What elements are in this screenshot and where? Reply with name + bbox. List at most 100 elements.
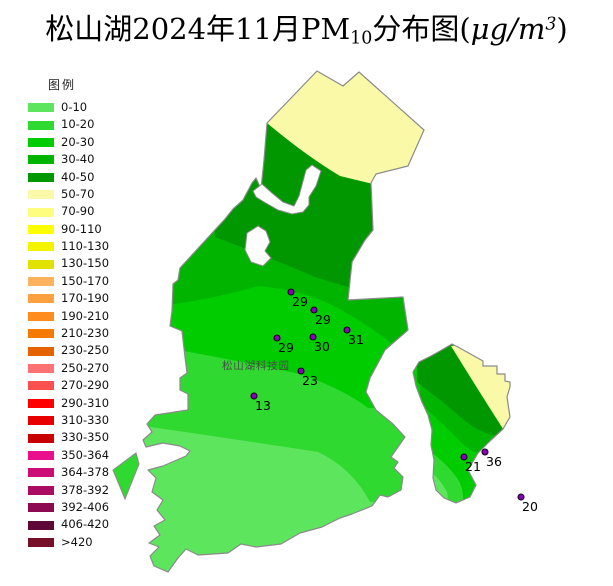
- legend-item: 50-70: [28, 186, 109, 203]
- station-value-label: 29: [292, 294, 308, 309]
- legend-item: 30-40: [28, 151, 109, 168]
- east-lobe-bands: [413, 344, 510, 503]
- legend-label: 40-50: [61, 169, 95, 184]
- station-dot: [309, 333, 317, 341]
- legend-label: 110-130: [61, 239, 110, 254]
- legend-item: 0-10: [28, 99, 109, 116]
- legend-label: 230-250: [61, 343, 110, 358]
- legend-swatch: [28, 485, 54, 495]
- legend-label: 150-170: [61, 273, 110, 288]
- legend-swatch: [28, 503, 54, 513]
- legend-item: 290-310: [28, 395, 109, 412]
- legend-label: 270-290: [61, 378, 110, 393]
- legend-item: 70-90: [28, 203, 109, 220]
- station-dot: [460, 453, 468, 461]
- legend-label: >420: [61, 534, 93, 549]
- legend-label: 310-330: [61, 412, 110, 427]
- legend-item: 150-170: [28, 273, 109, 290]
- legend-swatch: [28, 120, 54, 130]
- title-unit-exponent: 3: [545, 14, 557, 35]
- legend-item: 310-330: [28, 412, 109, 429]
- station-dot: [517, 493, 525, 501]
- legend-label: 330-350: [61, 430, 110, 445]
- legend-item: 350-364: [28, 447, 109, 464]
- legend-label: 130-150: [61, 256, 110, 271]
- legend-swatch: [28, 520, 54, 530]
- legend-item: 250-270: [28, 360, 109, 377]
- station-value-label: 20: [522, 499, 538, 514]
- legend-label: 190-210: [61, 308, 110, 323]
- page-title: 松山湖2024年11月PM10分布图(μg/m3): [0, 6, 613, 48]
- legend-swatch: [28, 155, 54, 165]
- legend-item: 190-210: [28, 308, 109, 325]
- legend-swatch: [28, 381, 54, 391]
- legend-swatch: [28, 451, 54, 460]
- station-dot: [287, 288, 295, 296]
- legend-swatch: [28, 137, 54, 147]
- legend-item: 40-50: [28, 169, 109, 186]
- legend-swatch: [28, 433, 54, 443]
- legend-label: 20-30: [61, 134, 95, 149]
- legend-list: 0-10 10-20 20-30 30-40 40-50 50-70 70-90 90-110…: [28, 99, 109, 551]
- station-dot: [297, 367, 305, 375]
- legend-label: 50-70: [61, 186, 95, 201]
- legend-swatch: [28, 207, 54, 217]
- legend-title: 图例: [48, 78, 77, 92]
- legend-item: >420: [28, 534, 109, 551]
- legend-item: 230-250: [28, 342, 109, 359]
- legend-swatch: [28, 398, 54, 408]
- legend-item: 330-350: [28, 429, 109, 446]
- legend-item: 392-406: [28, 499, 109, 516]
- station-value-label: 21: [465, 459, 481, 474]
- legend-label: 170-190: [61, 291, 110, 306]
- legend-swatch: [28, 224, 54, 234]
- legend-label: 90-110: [61, 221, 102, 236]
- legend-item: 90-110: [28, 221, 109, 238]
- legend-item: 210-230: [28, 325, 109, 342]
- station-value-label: 29: [315, 312, 331, 327]
- legend-item: 110-130: [28, 238, 109, 255]
- legend-label: 70-90: [61, 204, 95, 219]
- legend-label: 392-406: [61, 499, 110, 514]
- title-text-2: 分布图(: [372, 12, 471, 46]
- title-text-3: ): [556, 12, 568, 46]
- title-text: 松山湖2024年11月PM: [45, 12, 351, 46]
- legend-swatch: [28, 277, 54, 287]
- legend-swatch: [28, 259, 54, 269]
- legend-item: 406-420: [28, 516, 109, 533]
- station-dot: [310, 306, 318, 314]
- station-value-label: 13: [255, 398, 271, 413]
- legend-label: 30-40: [61, 152, 95, 167]
- station-value-label: 31: [348, 332, 364, 347]
- legend: 图例 0-10 10-20 20-30 30-40 40-50 50-70 70-90 90-…: [28, 76, 109, 551]
- place-label: 松山湖科技园: [222, 359, 290, 372]
- legend-swatch: [28, 468, 54, 478]
- legend-swatch: [28, 294, 54, 304]
- legend-swatch: [28, 172, 54, 182]
- legend-label: 0-10: [61, 99, 88, 114]
- legend-label: 10-20: [61, 117, 95, 132]
- legend-swatch: [28, 329, 54, 339]
- legend-swatch: [28, 242, 54, 252]
- islet-west: [112, 452, 140, 501]
- station-value-label: 30: [314, 339, 330, 354]
- legend-swatch: [28, 311, 54, 321]
- legend-swatch: [28, 190, 54, 200]
- legend-item: 130-150: [28, 256, 109, 273]
- lake-hole-upper: [252, 164, 322, 215]
- legend-item: 364-378: [28, 464, 109, 481]
- lake-hole-lower: [244, 225, 272, 267]
- station-dot: [250, 392, 258, 400]
- legend-label: 290-310: [61, 395, 110, 410]
- legend-swatch: [28, 537, 54, 547]
- east-lobe-outline: [412, 343, 511, 504]
- legend-item: 270-290: [28, 377, 109, 394]
- legend-item: 170-190: [28, 290, 109, 307]
- legend-item: 20-30: [28, 134, 109, 151]
- station-value-label: 29: [278, 340, 294, 355]
- legend-label: 350-364: [61, 447, 110, 462]
- legend-label: 406-420: [61, 517, 110, 532]
- legend-item: 10-20: [28, 116, 109, 133]
